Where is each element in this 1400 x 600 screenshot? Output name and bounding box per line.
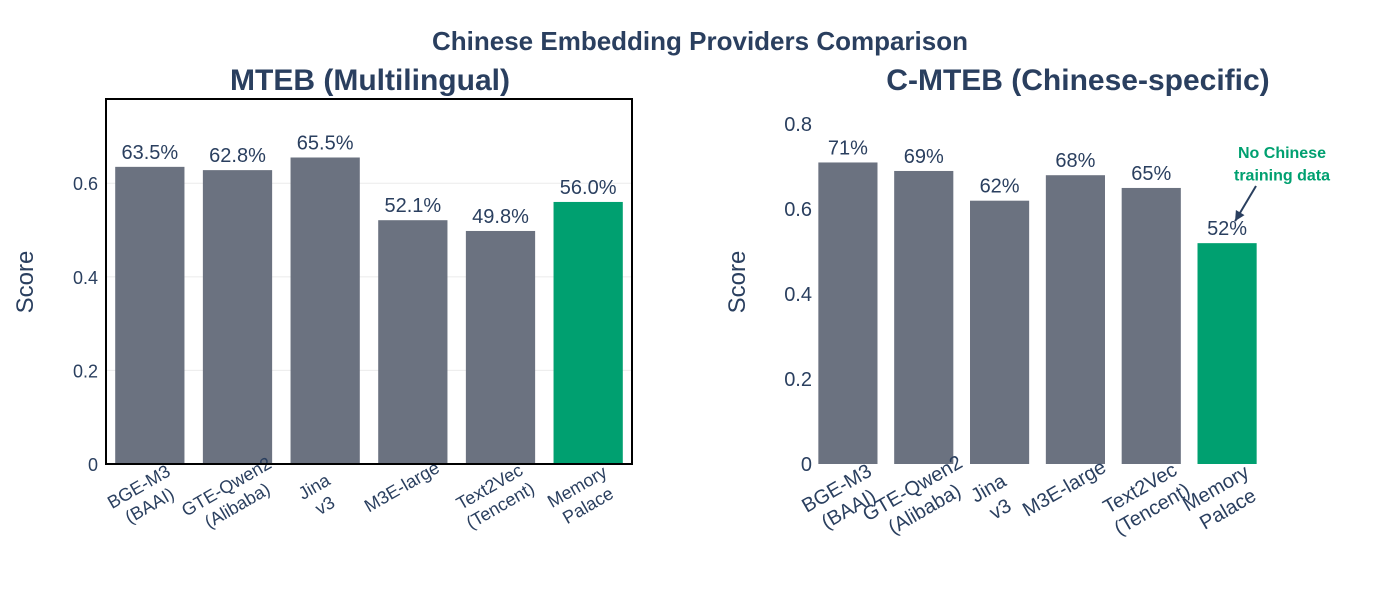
x-tick-label: M3E-large — [361, 457, 443, 516]
bar — [290, 157, 360, 464]
chart-mteb: MTEB (Multilingual) Score 0 0.2 0.4 0.6 63.… — [12, 64, 633, 539]
x-tick-label: MemoryPalace — [1179, 461, 1265, 537]
x-tick-label: M3E-large — [1019, 456, 1110, 521]
bar — [465, 230, 536, 464]
data-label: 71% — [828, 137, 868, 159]
y-tick-label: 0 — [88, 455, 98, 475]
y-axis-label-cmteb: Score — [724, 251, 751, 314]
y-tick-label: 0.2 — [784, 369, 812, 391]
plot-frame-mteb — [105, 98, 633, 465]
data-label: 65.5% — [297, 132, 354, 154]
chart-title-mteb: MTEB (Multilingual) — [230, 64, 510, 97]
y-ticks-cmteb: 0 0.2 0.4 0.6 0.8 — [784, 114, 812, 476]
data-label: 62.8% — [209, 145, 266, 167]
data-label: 49.8% — [472, 206, 529, 228]
data-label: 56.0% — [560, 177, 617, 199]
bar — [553, 201, 623, 464]
y-tick-label: 0.6 — [784, 199, 812, 221]
bar — [894, 170, 954, 465]
data-labels-mteb: 63.5% 62.8% 65.5% 52.1% 49.8% 56.0% — [121, 132, 616, 227]
y-tick-label: 0.8 — [784, 114, 812, 136]
bars-mteb — [115, 157, 623, 464]
annotation-no-chinese-training-data: No Chinese training data — [1234, 145, 1330, 222]
bar — [115, 166, 185, 464]
bar — [1197, 243, 1257, 464]
bar — [970, 200, 1030, 465]
chart-cmteb: C-MTEB (Chinese-specific) Score 00.20.40… — [724, 64, 1330, 546]
annotation-text: No Chinese training data — [1234, 145, 1330, 184]
bar — [818, 162, 878, 465]
data-label: 69% — [904, 146, 944, 168]
data-label: 68% — [1055, 150, 1095, 172]
y-axis-label-mteb: Score — [12, 251, 39, 314]
data-label: 52% — [1207, 218, 1247, 240]
y-tick-label: 0.4 — [73, 268, 98, 288]
bar — [1045, 175, 1105, 464]
x-tick-label: Jinav3 — [967, 470, 1023, 529]
figure-title: Chinese Embedding Providers Comparison — [432, 26, 968, 56]
data-label: 52.1% — [384, 195, 441, 217]
bar — [1121, 187, 1181, 464]
y-tick-label: 0 — [801, 454, 812, 476]
bars-cmteb — [818, 162, 1257, 465]
data-label: 65% — [1131, 163, 1171, 185]
annotation-arrow-head — [1235, 210, 1245, 222]
x-tick-label: Jinav3 — [295, 469, 345, 522]
data-labels-cmteb: 71% 69% 62% 68% 65% 52% — [828, 137, 1247, 240]
bar — [202, 170, 273, 464]
y-tick-label: 0.4 — [784, 284, 812, 306]
y-tick-label: 0.2 — [73, 361, 98, 381]
x-tick-labels-cmteb: BGE-M3(BAAI)GTE-Qwen2(Alibaba) Jinav3 M3E-… — [798, 451, 1265, 546]
y-tick-label: 0.6 — [73, 174, 98, 194]
x-tick-label: MemoryPalace — [544, 462, 621, 531]
x-tick-labels-mteb: BGE-M3(BAAI) GTE-Qwen2(Alibaba) Jinav3 M3E-… — [104, 453, 621, 539]
chart-title-cmteb: C-MTEB (Chinese-specific) — [886, 64, 1269, 97]
data-label: 63.5% — [121, 142, 178, 164]
bar — [378, 220, 448, 464]
x-tick-label: Text2Vec(Tencent) — [452, 459, 538, 533]
data-label: 62% — [980, 176, 1020, 198]
x-tick-label: GTE-Qwen2(Alibaba) — [859, 451, 978, 546]
gridlines-mteb — [106, 182, 632, 371]
y-ticks-mteb: 0 0.2 0.4 0.6 — [73, 174, 98, 475]
x-tick-label: BGE-M3(BAAI) — [104, 461, 185, 532]
x-tick-label: GTE-Qwen2(Alibaba) — [178, 453, 285, 539]
